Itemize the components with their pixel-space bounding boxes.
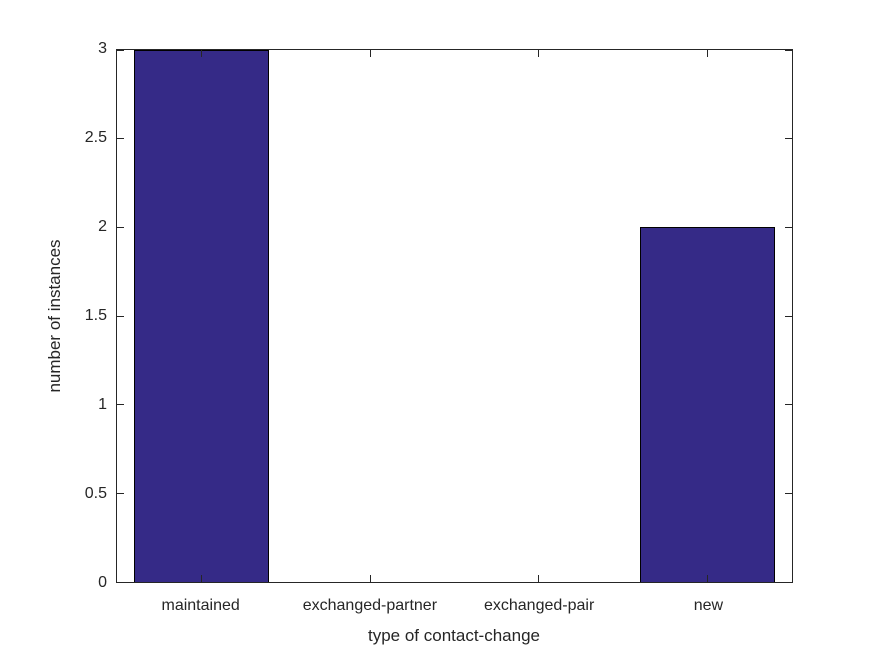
y-tick-right: [785, 315, 792, 317]
y-tick-left: [117, 138, 124, 140]
plot-area: [116, 49, 793, 583]
x-tick-top: [369, 50, 371, 57]
y-tick-left: [117, 581, 124, 583]
y-tick-label: 0.5: [84, 485, 107, 502]
y-tick-label: 0: [98, 574, 107, 591]
x-tick-bottom: [200, 575, 202, 582]
y-tick-right: [785, 138, 792, 140]
y-tick-right: [785, 492, 792, 494]
y-tick-left: [117, 226, 124, 228]
bar-maintained: [133, 50, 269, 582]
x-tick-label: exchanged-partner: [302, 597, 438, 614]
x-tick-label: maintained: [161, 597, 240, 614]
x-tick-label: new: [693, 597, 724, 614]
y-tick-label: 1: [98, 396, 107, 413]
y-tick-left: [117, 315, 124, 317]
y-tick-right: [785, 404, 792, 406]
y-tick-label: 2: [98, 218, 107, 235]
y-tick-left: [117, 404, 124, 406]
x-tick-label: exchanged-pair: [483, 597, 595, 614]
x-tick-top: [538, 50, 540, 57]
y-tick-label: 1.5: [84, 307, 107, 324]
y-tick-left: [117, 492, 124, 494]
y-tick-right: [785, 226, 792, 228]
bar-new: [640, 227, 776, 582]
x-tick-top: [707, 50, 709, 57]
y-tick-left: [117, 49, 124, 51]
y-tick-label: 2.5: [84, 129, 107, 146]
x-axis-title: type of contact-change: [367, 626, 540, 645]
y-tick-right: [785, 581, 792, 583]
x-tick-top: [200, 50, 202, 57]
y-tick-label: 3: [98, 40, 107, 57]
x-tick-bottom: [538, 575, 540, 582]
x-tick-bottom: [707, 575, 709, 582]
y-tick-right: [785, 49, 792, 51]
x-tick-bottom: [369, 575, 371, 582]
